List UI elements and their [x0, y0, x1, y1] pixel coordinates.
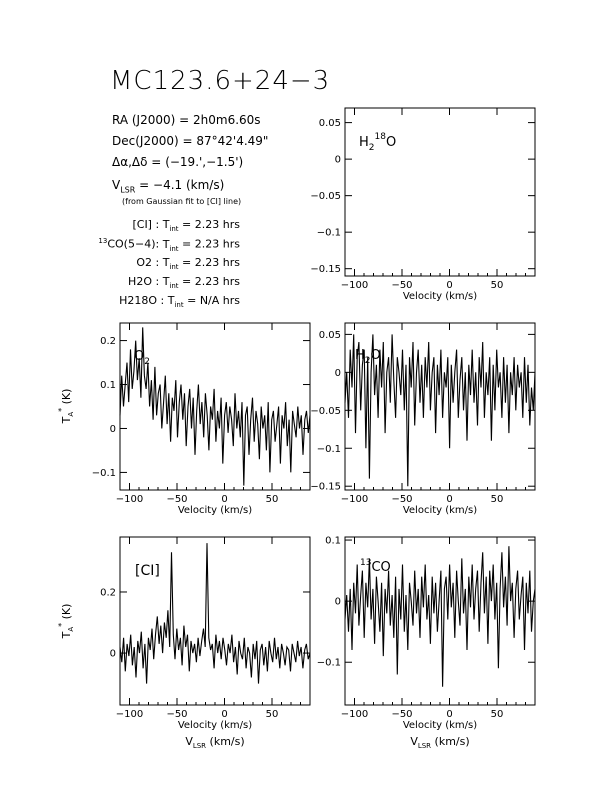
y-tick-label: 0	[335, 155, 341, 166]
panel-label-13CO: 13CO	[360, 558, 391, 575]
panel-label-H2_18O: H218O	[359, 132, 396, 153]
y-tick-label: −0.05	[310, 191, 341, 202]
integration-row: [CI] : Tint = 2.23 hrs	[132, 218, 240, 234]
x-tick-label: −100	[341, 709, 368, 720]
vlsr-label: V	[112, 178, 121, 192]
y-tick-label: 0.1	[100, 380, 116, 391]
vlsr-axis-label: VLSR (km/s)	[185, 735, 244, 750]
y-tick-label: −0.1	[317, 228, 341, 239]
x-tick-label: −100	[341, 494, 368, 505]
spectrum-panel-H2O: −100 −50 0 50 0.05 0 −0.05 −0.1 −0.15 Velocity (k…	[310, 322, 536, 516]
y-tick-label: −0.05	[310, 406, 341, 417]
x-tick-label: 50	[266, 709, 279, 720]
page-title: MC123.6+24−3	[110, 66, 331, 96]
vlsr-row: VLSR = −4.1 (km/s)	[112, 178, 224, 194]
x-axis-label: Velocity (km/s)	[178, 720, 252, 731]
x-tick-label: 0	[221, 494, 227, 505]
tint-label: Tint	[162, 275, 179, 291]
x-tick-label: 50	[491, 280, 504, 291]
integration-row: 13CO(5−4): Tint = 2.23 hrs	[98, 237, 240, 253]
y-axis-label: TA* (K)	[57, 604, 75, 640]
ra-label: RA (J2000) =	[112, 113, 190, 127]
y-tick-label: 0.05	[319, 118, 341, 129]
tint-value: 2.23 hrs	[194, 275, 240, 288]
integration-line: H218O :	[119, 294, 165, 307]
integration-line: O2 :	[136, 256, 160, 269]
x-tick-label: −50	[166, 709, 187, 720]
integration-line: [CI] :	[132, 218, 160, 231]
x-tick-label: −100	[341, 280, 368, 291]
ra-row: RA (J2000) = 2h0m6.60s	[112, 113, 261, 127]
y-tick-label: 0	[110, 649, 116, 660]
tint-value: 2.23 hrs	[194, 218, 240, 231]
y-tick-label: 0	[335, 597, 341, 608]
dec-label: Dec(J2000) =	[112, 134, 193, 148]
y-tick-label: −0.15	[310, 264, 341, 275]
spectrum-line-H2O	[344, 334, 536, 487]
x-tick-label: 0	[221, 709, 227, 720]
tint-label: Tint	[162, 237, 179, 253]
vlsr-note: (from Gaussian fit to [CI] line)	[122, 197, 242, 206]
x-axis-label: Velocity (km/s)	[403, 720, 477, 731]
tint-value: 2.23 hrs	[194, 256, 240, 269]
x-tick-label: 0	[446, 494, 452, 505]
x-axis-label: Velocity (km/s)	[178, 505, 252, 516]
x-tick-label: 50	[491, 709, 504, 720]
tint-value: N/A hrs	[199, 294, 240, 307]
x-tick-label: −50	[391, 280, 412, 291]
dec-row: Dec(J2000) = 87°42'4.49"	[112, 134, 268, 148]
offset-row: Δα,Δδ = (−19.',−1.5')	[112, 155, 243, 169]
spectrum-panel-13CO: −100 −50 0 50 0.1 0 −0.1 Velocity (km/s) 13CO	[317, 536, 536, 731]
y-tick-label: −0.1	[317, 658, 341, 669]
offset-value: (−19.',−1.5')	[165, 155, 244, 169]
vlsr-sub: LSR	[120, 185, 136, 195]
panel-label-CI: [CI]	[135, 563, 160, 579]
plot-frame	[344, 107, 536, 277]
y-tick-label: −0.1	[92, 468, 116, 479]
x-axis-label: Velocity (km/s)	[403, 505, 477, 516]
vlsr-axis-label: VLSR (km/s)	[410, 735, 469, 750]
x-tick-label: −50	[391, 494, 412, 505]
ra-value: 2h0m6.60s	[193, 113, 261, 127]
vlsr-value: = −4.1 (km/s)	[139, 178, 225, 192]
y-tick-label: 0	[110, 424, 116, 435]
dec-value: 87°42'4.49"	[196, 134, 269, 148]
y-tick-label: −0.1	[317, 444, 341, 455]
x-tick-label: −100	[116, 709, 143, 720]
x-tick-label: −100	[116, 494, 143, 505]
y-axis-label: TA* (K)	[57, 389, 75, 425]
x-tick-label: −50	[391, 709, 412, 720]
spectrum-line-O2	[119, 327, 311, 486]
spectrum-line-CI	[119, 543, 311, 684]
spectrum-line-13CO	[344, 546, 536, 687]
y-tick-label: 0.1	[325, 536, 341, 547]
integration-line: CO(5−4):	[107, 237, 160, 251]
tint-label: Tint	[167, 294, 184, 310]
panel-label-H2O: H2O	[355, 348, 381, 366]
integration-line: H2O :	[128, 275, 160, 288]
offset-label: Δα,Δδ =	[112, 155, 162, 169]
y-tick-label: 0	[335, 368, 341, 379]
x-tick-label: 0	[446, 280, 452, 291]
tint-label: Tint	[162, 218, 179, 234]
integration-row: H2O : Tint = 2.23 hrs	[128, 275, 240, 291]
x-tick-label: 0	[446, 709, 452, 720]
integration-row: O2 : Tint = 2.23 hrs	[136, 256, 240, 272]
y-tick-label: 0.2	[100, 336, 116, 347]
integration-row: H218O : Tint = N/A hrs	[119, 294, 240, 310]
x-tick-label: 50	[266, 494, 279, 505]
y-tick-label: −0.15	[310, 482, 341, 493]
x-axis-label: Velocity (km/s)	[403, 291, 477, 302]
y-tick-label: 0.05	[319, 330, 341, 341]
x-tick-label: 50	[491, 494, 504, 505]
tint-value: 2.23 hrs	[194, 237, 240, 251]
tint-label: Tint	[162, 256, 179, 272]
spectrum-panel-H2_18O: −100 −50 0 50 0.05 0 −0.05 −0.1 −0.15 Velocity (k…	[310, 107, 536, 302]
x-tick-label: −50	[166, 494, 187, 505]
y-tick-label: 0.2	[100, 587, 116, 598]
